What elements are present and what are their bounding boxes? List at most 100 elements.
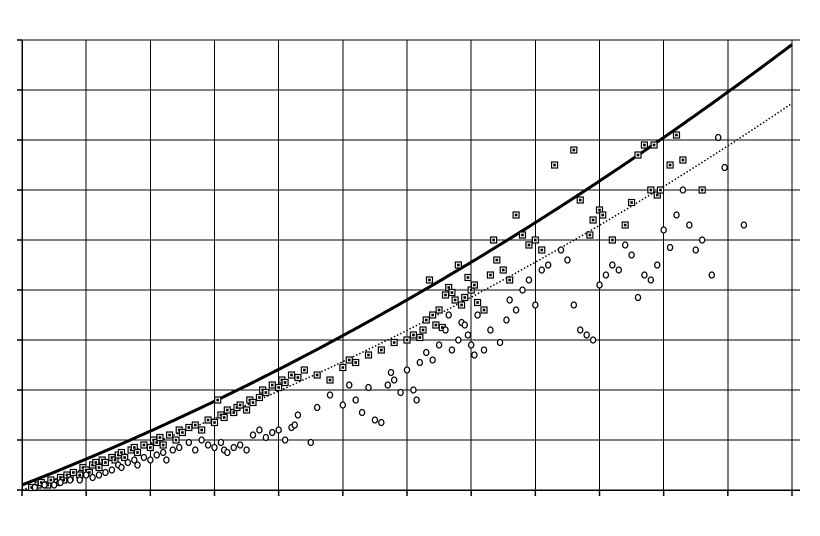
circle-point (621, 241, 629, 249)
circle-point (390, 376, 398, 384)
circle-point (131, 456, 138, 464)
square-point-center (460, 303, 463, 307)
circle-point (281, 436, 289, 444)
circle-point (134, 461, 141, 469)
circle-point (268, 428, 276, 437)
square-point-center (380, 348, 383, 352)
square-point-center (630, 201, 633, 204)
circle-point (313, 403, 321, 412)
square-point-center (132, 446, 136, 449)
circle-point (615, 266, 623, 274)
square-point-center (290, 373, 293, 377)
square-point-center (238, 403, 242, 407)
square-point-center (655, 193, 659, 197)
square-point-center (270, 383, 274, 387)
circle-point (76, 476, 84, 484)
square-point-center (94, 461, 98, 464)
square-point-center (659, 188, 662, 192)
circle-point (503, 316, 510, 324)
circle-point (230, 443, 237, 452)
circle-point (307, 438, 314, 447)
square-point-center (213, 421, 216, 424)
square-point-center (187, 426, 191, 429)
square-point-center (572, 148, 576, 152)
square-point-center (540, 248, 544, 252)
circle-point (204, 441, 212, 449)
square-point-center (591, 218, 595, 222)
circle-point (686, 221, 693, 229)
square-point-center (431, 313, 434, 317)
circle-point (628, 251, 635, 259)
square-point-center (347, 358, 351, 362)
square-point-center (232, 411, 236, 414)
square-point-center (489, 273, 492, 277)
circle-point (609, 261, 616, 269)
circle-point (378, 418, 385, 427)
circle-point (589, 336, 597, 344)
square-point-center (72, 471, 75, 474)
square-point-center (226, 408, 229, 412)
square-point-center (216, 398, 220, 402)
square-point-center (534, 238, 537, 242)
square-point-center (315, 373, 319, 377)
square-point-center (412, 333, 415, 337)
square-point-center (636, 153, 640, 157)
circle-point (455, 336, 462, 344)
circle-point (740, 221, 748, 229)
circle-point (236, 441, 244, 449)
circle-point (352, 396, 359, 404)
square-point-center (450, 291, 454, 294)
circle-point (410, 386, 417, 394)
square-point-center (598, 208, 601, 212)
circle-point (596, 281, 603, 289)
circle-point (108, 466, 116, 474)
circle-point (557, 246, 565, 254)
square-point-center (367, 353, 370, 357)
circle-point (413, 396, 420, 404)
circle-point (403, 366, 411, 374)
square-point-center (104, 461, 107, 464)
circle-point (602, 271, 610, 279)
circle-point (564, 256, 571, 264)
data-points (28, 131, 748, 492)
square-point-center (466, 276, 470, 279)
axes (17, 39, 800, 496)
circle-point (429, 356, 436, 364)
circle-point (487, 326, 494, 334)
circle-point (692, 246, 700, 254)
square-point-center (158, 436, 162, 439)
square-point-center (588, 233, 592, 237)
circle-point (532, 301, 539, 309)
circle-point (294, 411, 302, 419)
square-point-center (136, 451, 139, 454)
square-point-center (120, 451, 123, 454)
circle-point (291, 421, 298, 429)
circle-point (714, 133, 722, 142)
circle-point (41, 481, 48, 489)
square-point-center (514, 213, 518, 217)
circle-point (384, 381, 391, 389)
square-point-center (421, 328, 425, 332)
circle-point (445, 311, 452, 319)
square-point-center (354, 361, 357, 364)
circle-point (544, 261, 552, 269)
circle-point (159, 448, 167, 457)
square-point-center (181, 431, 184, 434)
circle-point (211, 443, 218, 452)
square-point-center (469, 288, 473, 292)
square-point-center (424, 318, 428, 322)
square-point-center (623, 223, 627, 227)
square-point-center (341, 366, 345, 369)
circle-point (442, 326, 449, 334)
circle-point (185, 438, 193, 447)
square-point-center (296, 376, 300, 379)
square-point-center (161, 443, 165, 447)
square-point-center (405, 338, 409, 342)
circle-point (471, 351, 478, 359)
square-point-center (245, 408, 248, 412)
circle-point (339, 401, 347, 409)
circle-point (191, 446, 199, 454)
square-point-center (681, 158, 685, 162)
square-point-center (652, 143, 656, 147)
square-point-center (453, 298, 457, 302)
